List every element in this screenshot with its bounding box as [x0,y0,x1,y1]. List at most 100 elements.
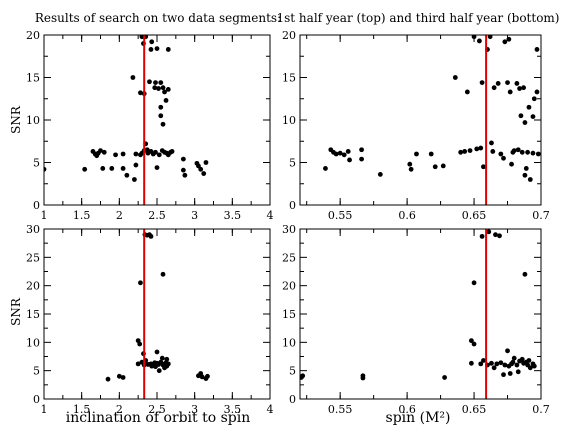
data-point [440,163,446,169]
x-tick-label: 3.5 [224,403,242,416]
data-point [82,166,88,172]
data-point [519,356,525,362]
data-point [530,150,536,156]
data-point [468,360,474,366]
data-point [120,151,126,157]
data-point [182,172,188,178]
y-tick-label: 25 [282,251,296,264]
y-tick-label: 5 [289,365,296,378]
x-tick-label: 3 [191,403,198,416]
data-point [479,233,485,239]
data-point [156,368,162,374]
data-point [491,365,497,371]
data-point [156,152,162,158]
data-point [138,280,143,286]
data-layer [300,229,537,399]
data-point [507,89,513,95]
data-point [414,151,419,157]
data-point [458,149,464,155]
data-point [509,161,514,167]
data-point [377,172,383,177]
data-point [154,46,160,51]
x-tick-label: 4 [267,403,274,416]
data-point [154,349,160,355]
data-point [333,151,339,157]
data-point [498,151,504,157]
data-point [153,80,158,85]
data-point [462,149,468,154]
x-tick-label: 1.5 [73,209,91,222]
data-point [523,166,529,171]
data-point [507,371,513,376]
data-point [152,85,158,91]
x-tick-label: 0.7 [532,403,550,416]
y-tick-label: 20 [26,29,40,42]
data-point [158,113,164,119]
top-left-panel: 1 1.5 2 2.5 3 3.5 4 0 5 10 15 20 [26,29,274,222]
data-point [527,177,533,182]
data-point [497,233,502,239]
data-point [359,156,364,162]
data-point [300,373,306,379]
data-point [471,341,477,347]
data-point [98,148,103,154]
plot-frame [299,228,542,400]
plot-frame [299,34,542,206]
data-point [341,152,347,158]
y-tick-label: 30 [282,223,296,236]
x-tick-label: 0.55 [328,403,353,416]
y-tick-label: 25 [26,251,40,264]
data-point [535,151,541,157]
data-point [522,120,528,125]
data-point [139,35,145,40]
x-tick-label: 0.7 [532,209,550,222]
data-point [531,96,537,102]
data-point [160,271,166,277]
data-point [464,89,470,95]
y-tick-label: 10 [282,336,296,349]
data-point [491,85,497,91]
data-point [153,149,158,155]
bottom-right-panel: 0.55 0.6 0.65 0.7 0 5 10 15 20 25 30 [282,223,550,416]
data-point [198,166,204,172]
data-point [323,166,328,171]
data-point [479,80,485,85]
y-tick-label: 15 [282,72,296,85]
data-point [486,229,492,235]
data-layer [323,35,541,205]
data-point [408,166,414,172]
y-tick-label: 20 [282,29,296,42]
x-tick-label: 4 [267,209,274,222]
data-point [494,361,500,367]
x-tick-label: 0.65 [462,403,487,416]
data-point [203,160,209,165]
data-point [478,145,484,151]
data-point [501,372,506,378]
data-point [148,233,154,239]
data-point [505,348,510,354]
data-point [522,172,528,178]
data-point [138,90,143,96]
data-point [113,152,118,158]
plot-frame [43,34,271,206]
data-point [359,147,364,153]
x-tick-label: 0.55 [328,209,353,222]
data-point [162,89,167,95]
data-point [471,35,477,40]
data-point [490,149,496,154]
data-point [105,376,111,382]
data-point [531,363,537,369]
data-point [360,373,366,379]
data-point [180,167,186,173]
data-point [100,166,106,171]
data-point [44,166,47,172]
data-point [515,369,521,375]
data-point [526,104,532,110]
data-point [347,157,352,163]
data-point [525,149,531,155]
data-point [502,362,508,368]
data-point [154,165,160,171]
data-point [530,114,536,119]
x-tick-label: 1.5 [73,403,91,416]
data-point [156,86,161,91]
